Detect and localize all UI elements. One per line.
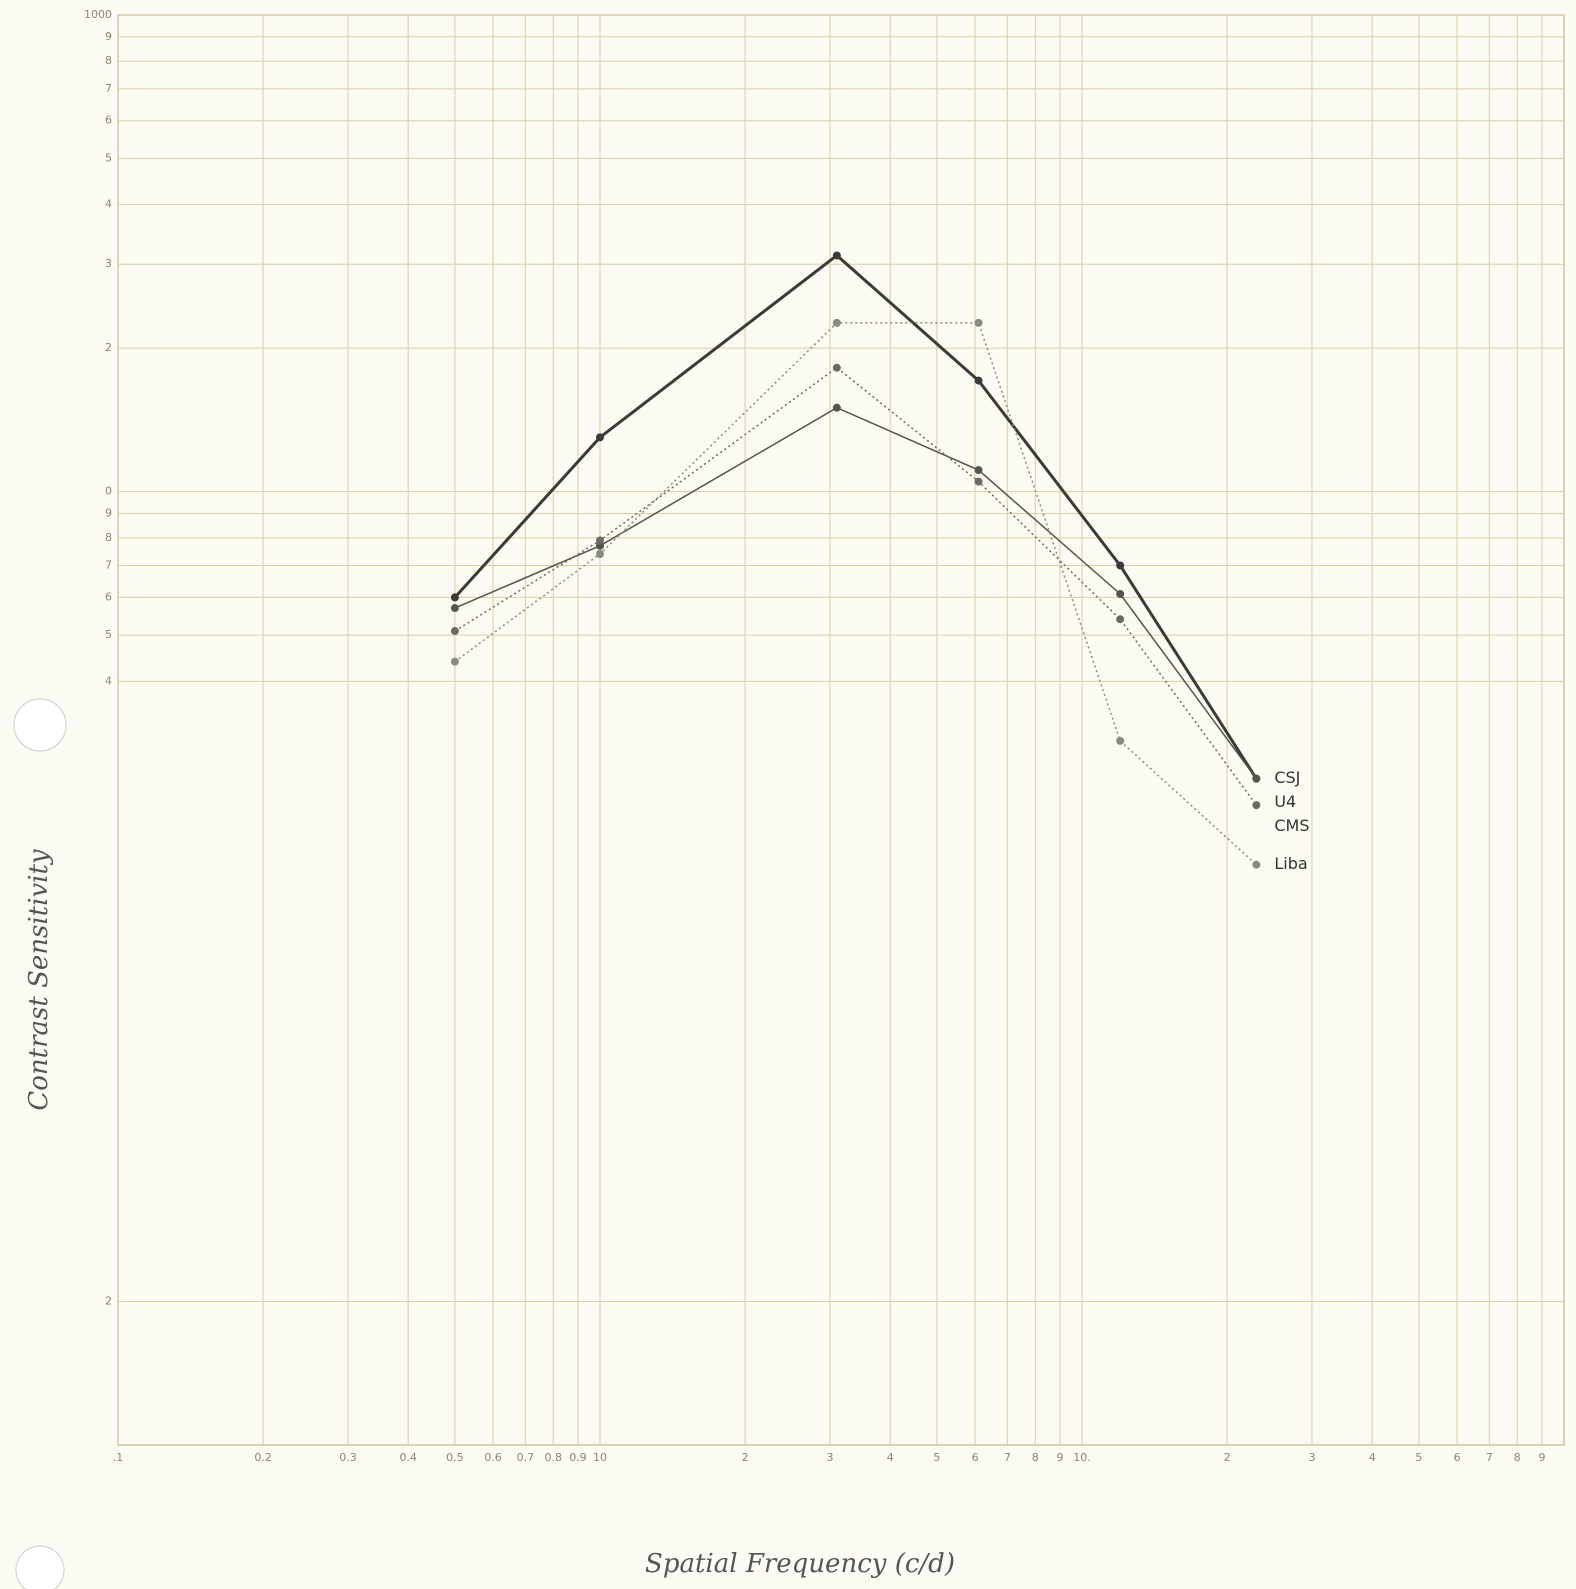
punch-hole bbox=[16, 1546, 64, 1589]
x-axis-title: Spatial Frequency (c/d) bbox=[645, 1549, 955, 1579]
y-tick-label: 5 bbox=[105, 628, 112, 641]
x-tick-label: 7 bbox=[1486, 1451, 1493, 1464]
x-tick-label: 0.2 bbox=[254, 1451, 272, 1464]
x-tick-label: 4 bbox=[887, 1451, 894, 1464]
data-point bbox=[1116, 562, 1124, 570]
data-point bbox=[1252, 801, 1260, 809]
data-point bbox=[451, 658, 459, 666]
data-point bbox=[833, 364, 841, 372]
y-tick-label: 8 bbox=[105, 531, 112, 544]
x-tick-label: 0.5 bbox=[446, 1451, 464, 1464]
x-tick-label: 0.3 bbox=[339, 1451, 357, 1464]
x-tick-label: 3 bbox=[826, 1451, 833, 1464]
x-tick-label: 10 bbox=[593, 1451, 607, 1464]
data-point bbox=[1116, 590, 1124, 598]
data-point bbox=[1252, 775, 1260, 783]
y-tick-label: 2 bbox=[105, 341, 112, 354]
y-tick-label: 7 bbox=[105, 559, 112, 572]
data-point bbox=[596, 550, 604, 558]
data-point bbox=[451, 593, 459, 601]
paper bbox=[0, 0, 1576, 1589]
y-tick-label: 4 bbox=[105, 674, 112, 687]
data-point bbox=[451, 627, 459, 635]
data-point bbox=[975, 377, 983, 385]
x-tick-label: 2 bbox=[742, 1451, 749, 1464]
y-tick-label: 3 bbox=[105, 257, 112, 270]
y-tick-label: 6 bbox=[105, 114, 112, 127]
data-point bbox=[451, 604, 459, 612]
x-tick-label: 9 bbox=[1056, 1451, 1063, 1464]
x-tick-label: 8 bbox=[1514, 1451, 1521, 1464]
x-tick-label: 0.6 bbox=[484, 1451, 502, 1464]
data-point bbox=[833, 404, 841, 412]
y-tick-label: 9 bbox=[105, 506, 112, 519]
data-point bbox=[975, 478, 983, 486]
x-tick-label: 0.7 bbox=[517, 1451, 535, 1464]
data-point bbox=[833, 319, 841, 327]
x-tick-label: 0.4 bbox=[399, 1451, 417, 1464]
x-tick-label: 5 bbox=[933, 1451, 940, 1464]
x-tick-label: 3 bbox=[1308, 1451, 1315, 1464]
series-label: CSJ bbox=[1274, 768, 1300, 787]
x-tick-label: 8 bbox=[1032, 1451, 1039, 1464]
series-label: U4 bbox=[1274, 792, 1296, 811]
chart: Spatial Frequency (c/d) Contrast Sensiti… bbox=[0, 0, 1576, 1589]
x-tick-label: 6 bbox=[1454, 1451, 1461, 1464]
y-axis-title: Contrast Sensitivity bbox=[24, 849, 54, 1111]
y-tick-label: 1000 bbox=[84, 8, 112, 21]
y-tick-label: 4 bbox=[105, 198, 112, 211]
x-tick-label: 10. bbox=[1073, 1451, 1091, 1464]
x-tick-label: 0.9 bbox=[569, 1451, 587, 1464]
data-point bbox=[833, 251, 841, 259]
data-point bbox=[1116, 737, 1124, 745]
x-tick-label: 7 bbox=[1004, 1451, 1011, 1464]
data-point bbox=[1116, 615, 1124, 623]
data-point bbox=[596, 433, 604, 441]
x-tick-label: 9 bbox=[1538, 1451, 1545, 1464]
data-point bbox=[596, 536, 604, 544]
x-tick-label: 0.8 bbox=[545, 1451, 563, 1464]
punch-hole bbox=[14, 699, 66, 751]
data-point bbox=[975, 466, 983, 474]
y-tick-label: 2 bbox=[105, 1295, 112, 1308]
x-tick-label: 5 bbox=[1415, 1451, 1422, 1464]
y-tick-label: 6 bbox=[105, 590, 112, 603]
series-label: Liba bbox=[1274, 854, 1307, 873]
data-point bbox=[1252, 861, 1260, 869]
data-point bbox=[975, 319, 983, 327]
x-tick-label: 4 bbox=[1369, 1451, 1376, 1464]
x-tick-label: .1 bbox=[113, 1451, 124, 1464]
y-tick-label: 9 bbox=[105, 30, 112, 43]
y-tick-label: 7 bbox=[105, 82, 112, 95]
series-label: CMS bbox=[1274, 816, 1309, 835]
y-tick-label: 5 bbox=[105, 151, 112, 164]
x-tick-label: 2 bbox=[1224, 1451, 1231, 1464]
x-tick-label: 6 bbox=[972, 1451, 979, 1464]
y-tick-label: 8 bbox=[105, 54, 112, 67]
y-tick-label: 0 bbox=[105, 485, 112, 498]
